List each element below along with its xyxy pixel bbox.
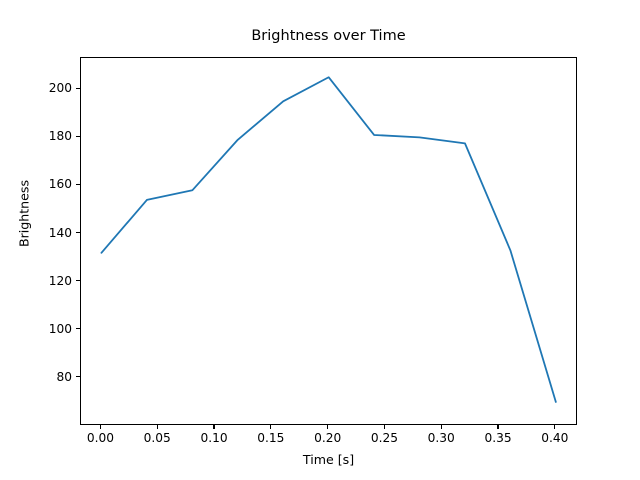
y-tick-mark — [76, 183, 80, 186]
x-tick-mark — [156, 425, 158, 429]
y-axis-tick-labels: 80 100 120 140 160 180 200 — [0, 57, 72, 425]
y-tick-mark — [76, 280, 80, 282]
x-tick-mark — [213, 425, 215, 429]
x-tick-mark — [554, 425, 556, 429]
x-axis-tick-marks — [80, 425, 577, 433]
y-axis-tick-marks — [0, 57, 80, 425]
x-tick-mark — [270, 425, 272, 429]
y-tick-mark — [76, 376, 80, 378]
chart-title: Brightness over Time — [251, 28, 406, 44]
line-series-svg — [100, 76, 557, 403]
x-tick-label: 0.20 — [314, 431, 342, 445]
x-tick-label: 0.00 — [86, 431, 115, 445]
x-tick-mark — [440, 425, 442, 429]
y-tick-mark — [76, 135, 80, 137]
x-tick-label: 0.05 — [143, 431, 171, 445]
x-tick-mark — [383, 425, 385, 429]
plot-area — [80, 57, 577, 425]
y-tick-label: 160 — [48, 177, 72, 192]
x-tick-mark — [497, 425, 499, 429]
y-tick-label: 80 — [56, 369, 72, 384]
x-axis-label: Time [s] — [302, 452, 355, 467]
y-tick-mark — [76, 232, 80, 234]
x-tick-label: 0.35 — [484, 431, 512, 445]
y-tick-mark — [76, 87, 80, 89]
x-tick-mark — [99, 425, 101, 429]
y-tick-mark — [76, 328, 80, 330]
y-tick-label: 120 — [48, 273, 72, 288]
x-tick-label: 0.25 — [370, 431, 399, 445]
x-tick-label: 0.40 — [541, 431, 569, 445]
x-tick-label: 0.30 — [427, 431, 455, 445]
y-tick-label: 180 — [48, 129, 72, 144]
y-tick-label: 200 — [48, 81, 72, 96]
x-axis-tick-labels: 0.00 0.05 0.10 0.15 0.20 0.25 0.30 0.35 0.40 — [80, 425, 577, 449]
x-tick-mark — [327, 425, 329, 429]
x-tick-label: 0.15 — [257, 431, 285, 445]
y-tick-label: 140 — [48, 225, 72, 240]
y-tick-label: 100 — [48, 321, 72, 336]
brightness-line — [100, 76, 557, 403]
x-tick-label: 0.10 — [200, 431, 228, 445]
